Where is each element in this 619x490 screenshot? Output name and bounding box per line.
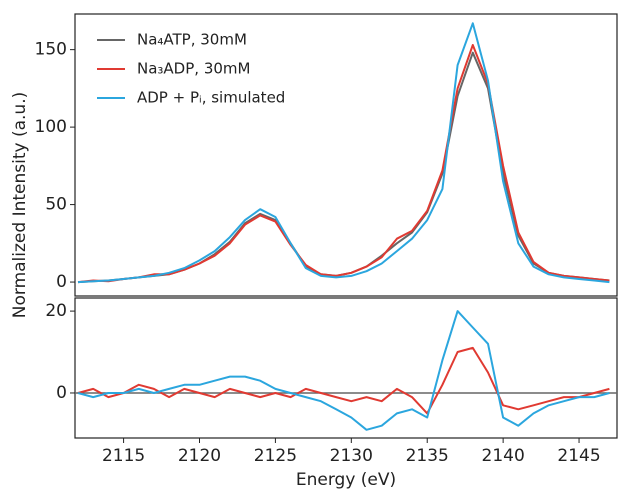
y-tick-label: 0 (56, 383, 67, 403)
plot-frame (74, 297, 618, 439)
y-tick-label: 20 (45, 301, 67, 321)
legend-label: ADP + Pᵢ, simulated (137, 89, 285, 107)
x-tick-label: 2140 (482, 446, 525, 466)
y-tick-label: 0 (56, 272, 67, 292)
x-tick-label: 2125 (254, 446, 297, 466)
data-line (77, 346, 610, 415)
y-axis-label: Normalized Intensity (a.u.) (10, 92, 30, 318)
y-tick-label: 100 (35, 117, 67, 137)
data-line (77, 51, 610, 284)
x-tick-label: 2135 (406, 446, 449, 466)
data-line (77, 22, 610, 284)
y-tick-label: 150 (35, 40, 67, 60)
data-line (77, 310, 610, 431)
legend-label: Na₄ATP, 30mM (137, 31, 247, 49)
plot-frame (74, 13, 618, 297)
data-line (77, 44, 610, 284)
x-tick-label: 2120 (178, 446, 221, 466)
x-tick-label: 2115 (102, 446, 145, 466)
legend-label: Na₃ADP, 30mM (137, 60, 250, 78)
x-tick-label: 2130 (330, 446, 373, 466)
x-axis-label: Energy (eV) (296, 470, 396, 490)
x-tick-label: 2145 (557, 446, 600, 466)
y-tick-label: 50 (45, 195, 67, 215)
